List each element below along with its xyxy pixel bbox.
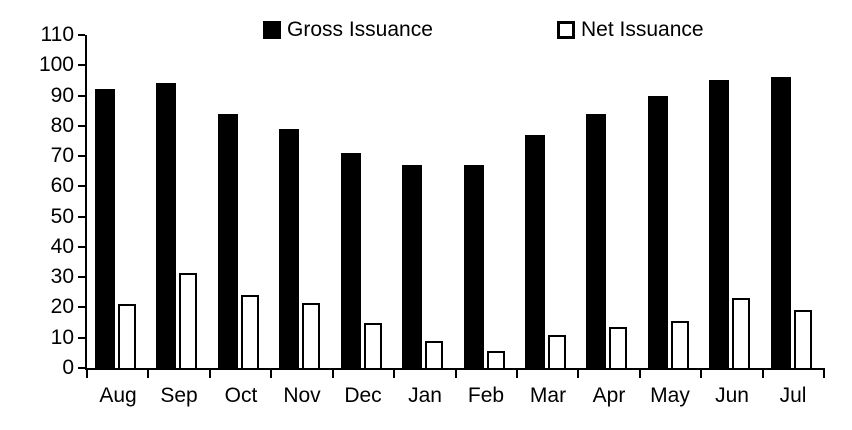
x-axis-label-oct: Oct xyxy=(224,384,258,407)
x-axis-label-aug: Aug xyxy=(99,384,137,407)
bar-gross-apr xyxy=(586,114,606,368)
y-axis-tick xyxy=(78,245,85,248)
bar-gross-nov xyxy=(279,129,299,368)
bar-gross-jul xyxy=(771,77,791,368)
x-axis-label-feb: Feb xyxy=(467,384,505,407)
y-axis-tick-label: 70 xyxy=(50,144,74,168)
x-axis-line xyxy=(85,368,825,370)
x-axis-label-sep: Sep xyxy=(160,384,198,407)
y-axis-tick xyxy=(78,215,85,218)
bar-gross-sep xyxy=(156,83,176,368)
bar-gross-mar xyxy=(525,135,545,368)
y-axis-tick-label: 90 xyxy=(50,83,74,107)
x-axis-tick xyxy=(147,370,150,378)
legend-label-net-issuance: Net Issuance xyxy=(581,18,704,41)
x-axis-tick xyxy=(393,370,396,378)
bar-gross-feb xyxy=(464,165,484,368)
x-axis-tick xyxy=(761,370,764,378)
y-axis-tick xyxy=(78,336,85,339)
bar-net-apr xyxy=(609,327,627,368)
x-axis-tick xyxy=(700,370,703,378)
bar-net-jun xyxy=(732,298,750,368)
legend-label-gross-issuance: Gross Issuance xyxy=(287,18,433,41)
bar-gross-dec xyxy=(341,153,361,368)
bar-gross-aug xyxy=(95,89,115,368)
bar-gross-jun xyxy=(709,80,729,368)
bar-net-feb xyxy=(487,351,505,368)
bar-net-sep xyxy=(179,273,197,368)
y-axis-tick-label: 50 xyxy=(50,204,74,228)
x-axis-tick xyxy=(86,370,88,378)
y-axis-tick xyxy=(78,276,85,279)
y-axis-tick xyxy=(78,185,85,188)
y-axis-tick-label: 100 xyxy=(38,53,74,77)
x-axis-tick xyxy=(270,370,273,378)
y-axis-tick xyxy=(78,367,85,369)
x-axis-label-apr: Apr xyxy=(592,384,626,407)
y-axis-tick-label: 30 xyxy=(50,265,74,289)
bar-net-jul xyxy=(794,310,812,368)
y-axis-tick-label: 80 xyxy=(50,113,74,137)
x-axis-tick xyxy=(454,370,457,378)
x-axis-tick xyxy=(515,370,518,378)
x-axis-label-jul: Jul xyxy=(779,384,807,407)
y-axis-tick-label: 60 xyxy=(50,174,74,198)
y-axis-tick-label: 110 xyxy=(40,23,74,46)
bar-net-dec xyxy=(364,323,382,368)
x-axis-label-jun: Jun xyxy=(715,384,749,407)
x-axis-tick xyxy=(638,370,641,378)
bar-gross-may xyxy=(648,96,668,368)
x-axis-label-may: May xyxy=(650,384,690,407)
y-axis-tick xyxy=(78,94,85,97)
chart-legend: Gross Issuance Net Issuance xyxy=(0,18,852,48)
x-axis-tick xyxy=(331,370,334,378)
bar-gross-oct xyxy=(218,114,238,368)
legend-item-gross-issuance: Gross Issuance xyxy=(263,18,433,42)
x-axis-label-nov: Nov xyxy=(283,384,321,407)
bar-net-mar xyxy=(548,335,566,368)
y-axis-tick xyxy=(78,306,85,309)
y-axis-line xyxy=(85,35,87,370)
x-axis-tick xyxy=(208,370,211,378)
bar-net-aug xyxy=(118,304,136,368)
y-axis-tick xyxy=(78,155,85,158)
gross-issuance-swatch-icon xyxy=(263,21,281,39)
bar-gross-jan xyxy=(402,165,422,368)
x-axis-tick xyxy=(577,370,580,378)
bar-net-oct xyxy=(241,295,259,368)
bar-net-nov xyxy=(302,303,320,368)
x-axis-label-dec: Dec xyxy=(344,384,382,407)
bar-net-jan xyxy=(425,341,443,368)
x-axis-tick xyxy=(823,370,825,378)
legend-item-net-issuance: Net Issuance xyxy=(557,18,704,42)
y-axis-tick-label: 10 xyxy=(50,325,74,349)
net-issuance-swatch-icon xyxy=(557,21,575,39)
y-axis-tick xyxy=(78,64,85,67)
bar-net-may xyxy=(671,321,689,368)
x-axis-label-mar: Mar xyxy=(529,384,567,407)
y-axis-tick-label: 40 xyxy=(50,234,74,258)
y-axis-tick xyxy=(78,124,85,127)
y-axis-tick-label: 0 xyxy=(62,356,74,379)
x-axis-label-jan: Jan xyxy=(408,384,442,407)
y-axis-tick xyxy=(78,34,85,36)
y-axis-tick-label: 20 xyxy=(50,295,74,319)
